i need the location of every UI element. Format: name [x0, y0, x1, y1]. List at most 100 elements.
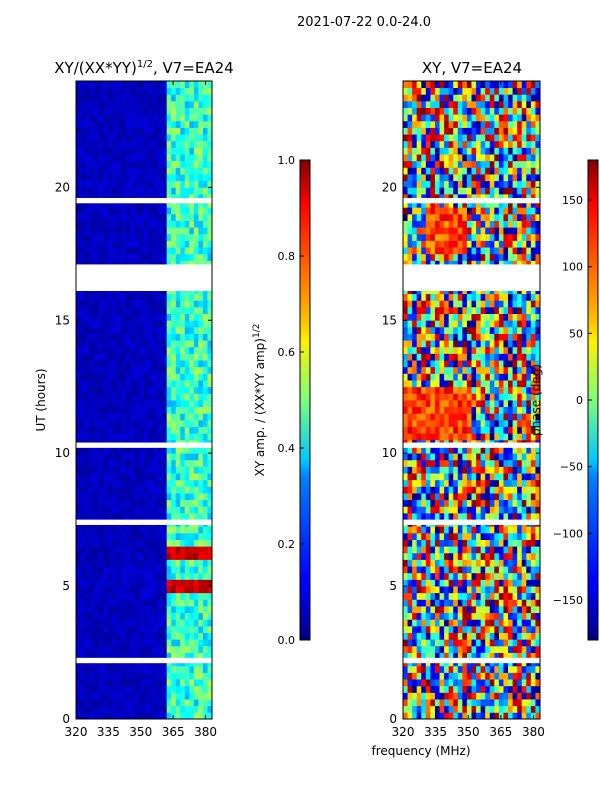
heatmap-cell	[116, 459, 122, 467]
heatmap-cell	[98, 453, 104, 461]
heatmap-cell	[407, 360, 413, 368]
heatmap-cell	[157, 479, 163, 487]
heatmap-cell	[153, 612, 158, 620]
heatmap-cell	[434, 306, 440, 315]
heatmap-cell	[76, 559, 81, 567]
heatmap-cell	[162, 393, 168, 401]
heatmap-cell	[430, 606, 436, 614]
heatmap-cell	[175, 174, 181, 182]
heatmap-cell	[98, 672, 104, 680]
heatmap-cell	[98, 592, 104, 600]
heatmap-cell	[457, 373, 463, 381]
heatmap-cell	[139, 120, 145, 128]
heatmap-cell	[517, 413, 523, 421]
heatmap-cell	[85, 619, 90, 627]
heatmap-cell	[444, 360, 450, 368]
heatmap-cell	[512, 446, 518, 454]
heatmap-cell	[421, 453, 427, 461]
heatmap-cell	[526, 705, 532, 713]
heatmap-cell	[112, 572, 118, 580]
heatmap-cell	[94, 473, 100, 481]
heatmap-cell	[180, 293, 186, 301]
heatmap-cell	[476, 293, 482, 301]
heatmap-cell	[407, 625, 413, 634]
heatmap-cell	[98, 679, 104, 687]
heatmap-cell	[98, 187, 104, 195]
heatmap-cell	[130, 81, 136, 89]
heatmap-cell	[166, 260, 172, 268]
heatmap-cell	[530, 559, 536, 567]
heatmap-cell	[457, 360, 463, 368]
heatmap-cell	[184, 599, 190, 607]
heatmap-cell	[421, 672, 427, 680]
heatmap-cell	[480, 645, 486, 653]
heatmap-cell	[530, 685, 536, 693]
heatmap-cell	[112, 546, 118, 554]
heatmap-cell	[480, 572, 486, 580]
heatmap-cell	[76, 293, 81, 301]
heatmap-cell	[453, 433, 459, 441]
heatmap-cell	[85, 400, 90, 408]
heatmap-cell	[103, 406, 109, 414]
heatmap-cell	[416, 260, 422, 268]
heatmap-cell	[453, 699, 459, 707]
x-tick-label: 365	[162, 725, 185, 739]
heatmap-cell	[116, 200, 122, 208]
heatmap-cell	[508, 539, 513, 547]
heatmap-cell	[535, 353, 540, 361]
heatmap-cell	[444, 293, 450, 301]
x-tick-label: 335	[97, 725, 120, 739]
heatmap-cell	[535, 679, 540, 687]
heatmap-cell	[171, 306, 177, 315]
heatmap-cell	[508, 612, 513, 620]
heatmap-cell	[125, 579, 131, 587]
heatmap-cell	[144, 552, 149, 560]
heatmap-cell	[407, 526, 413, 534]
heatmap-cell	[485, 592, 491, 600]
heatmap-cell	[175, 419, 181, 427]
heatmap-cell	[498, 705, 504, 713]
heatmap-cell	[471, 612, 477, 620]
heatmap-cell	[125, 320, 131, 328]
heatmap-cell	[439, 386, 445, 394]
heatmap-cell	[112, 240, 118, 248]
heatmap-cell	[85, 645, 90, 653]
heatmap-cell	[89, 240, 95, 248]
heatmap-cell	[448, 552, 454, 560]
heatmap-cell	[171, 619, 177, 627]
heatmap-cell	[148, 532, 154, 540]
heatmap-cell	[412, 493, 418, 501]
heatmap-cell	[193, 353, 199, 361]
heatmap-cell	[193, 326, 199, 334]
heatmap-cell	[503, 665, 509, 673]
heatmap-cell	[198, 606, 204, 614]
heatmap-cell	[466, 386, 472, 394]
heatmap-cell	[207, 160, 212, 168]
heatmap-cell	[148, 612, 154, 620]
heatmap-cell	[125, 100, 131, 108]
heatmap-cell	[121, 433, 127, 441]
heatmap-cell	[494, 672, 500, 680]
heatmap-cell	[489, 346, 495, 354]
heatmap-cell	[439, 393, 445, 401]
heatmap-cell	[207, 300, 212, 308]
heatmap-cell	[471, 466, 477, 474]
heatmap-cell	[193, 227, 199, 235]
heatmap-cell	[421, 599, 427, 607]
heatmap-cell	[508, 306, 513, 315]
heatmap-cell	[503, 366, 509, 374]
heatmap-cell	[189, 413, 195, 421]
heatmap-cell	[166, 493, 172, 501]
heatmap-cell	[489, 306, 495, 315]
heatmap-cell	[76, 320, 81, 328]
heatmap-cell	[162, 645, 168, 653]
heatmap-cell	[144, 114, 149, 122]
heatmap-cell	[526, 346, 532, 354]
heatmap-cell	[489, 313, 495, 321]
heatmap-cell	[198, 147, 204, 155]
heatmap-cell	[139, 220, 145, 228]
heatmap-cell	[98, 479, 104, 487]
heatmap-cell	[530, 552, 536, 560]
heatmap-cell	[180, 512, 186, 521]
heatmap-cell	[148, 120, 154, 128]
